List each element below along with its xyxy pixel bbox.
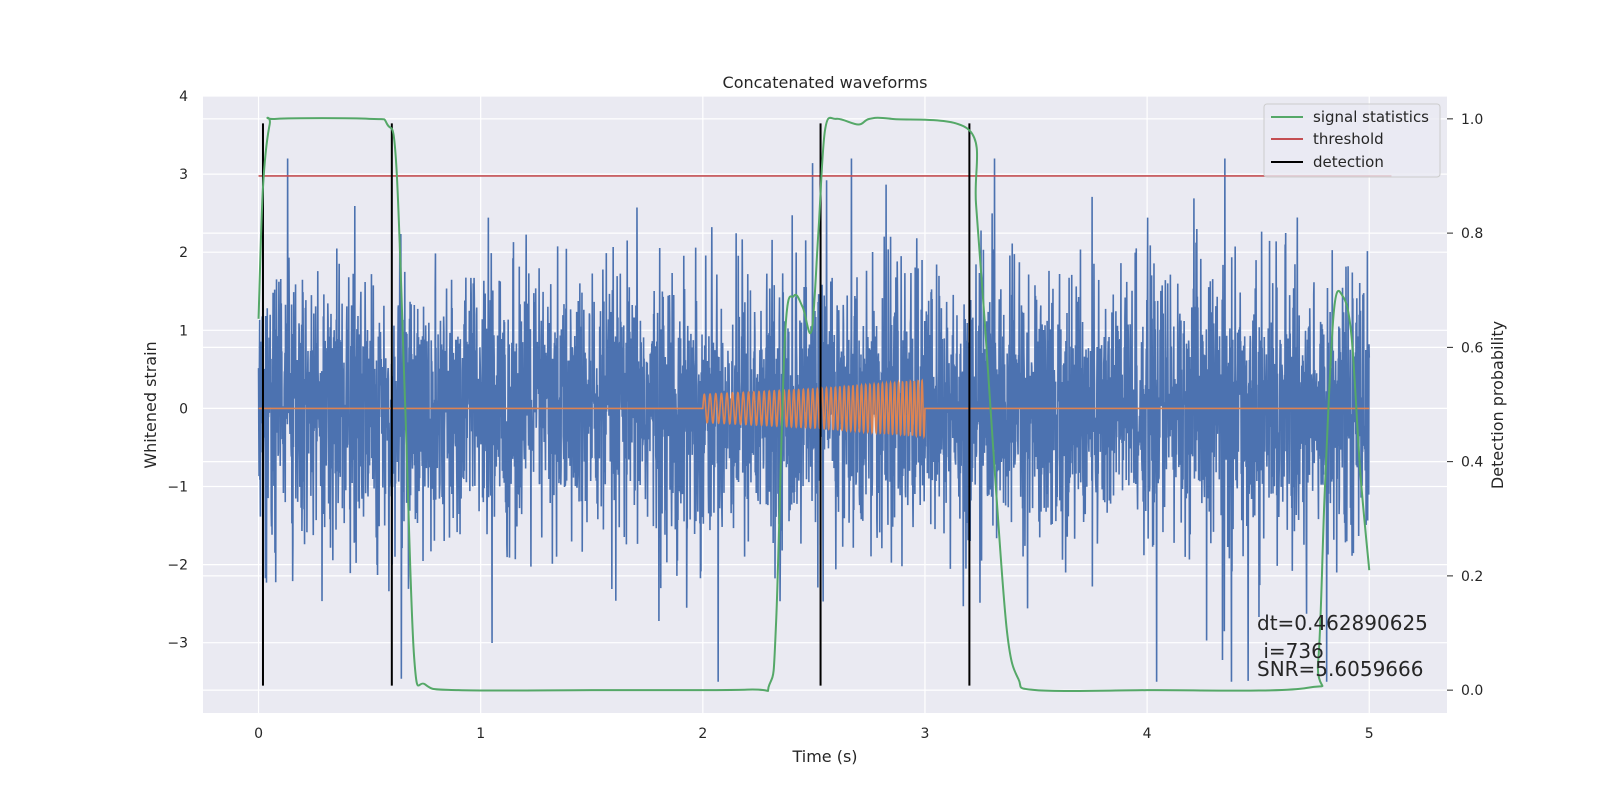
- y-tick-label-right-0: 0.0: [1461, 683, 1483, 699]
- legend-box: [1263, 103, 1441, 178]
- chirp-line: [258, 378, 1370, 440]
- legend-label-detection: detection: [1313, 153, 1384, 171]
- y-tick-label-left-0: −3: [167, 636, 188, 652]
- x-tick-label-3: 3: [921, 726, 930, 742]
- y-tick-label-right-4: 0.8: [1461, 226, 1483, 242]
- chart-title: Concatenated waveforms: [723, 73, 928, 92]
- injected-signal-series: [258, 378, 1370, 440]
- y-tick-label-right-3: 0.6: [1461, 340, 1483, 356]
- signal-statistics-series: [257, 116, 1371, 693]
- y-tick-label-left-1: −2: [167, 558, 188, 574]
- y-tick-label-left-3: 0: [179, 401, 188, 417]
- annotation-dt: dt=0.462890625: [1257, 611, 1428, 635]
- legend: signal statistics threshold detection: [1263, 103, 1441, 178]
- x-tick-label-2: 2: [698, 726, 707, 742]
- ticks: 0 1 2 3 4 5 −3 −2 −1 0 1 2 3 4 0.0 0.2 0.4 0.6 0.8 1.0: [167, 89, 1483, 742]
- x-tick-label-0: 0: [254, 726, 263, 742]
- x-tick-label-4: 4: [1143, 726, 1152, 742]
- x-tick-label-1: 1: [476, 726, 485, 742]
- y-tick-label-left-6: 3: [179, 167, 188, 183]
- y-axis-label-left: Whitened strain: [141, 341, 160, 468]
- signal-statistics-line: [257, 116, 1371, 693]
- y-axis-label-right: Detection probability: [1488, 321, 1507, 489]
- y-tick-label-left-4: 1: [179, 323, 188, 339]
- annotation-i: i=736: [1257, 639, 1324, 663]
- legend-label-threshold: threshold: [1313, 130, 1384, 148]
- detection-series: [261, 123, 971, 686]
- y-tick-label-left-5: 2: [179, 245, 188, 261]
- legend-label-signal-statistics: signal statistics: [1313, 108, 1429, 126]
- annotation-snr: SNR=5.6059666: [1257, 657, 1423, 681]
- x-axis-label: Time (s): [791, 747, 857, 766]
- y-tick-label-right-2: 0.4: [1461, 455, 1483, 471]
- y-tick-label-left-7: 4: [179, 89, 188, 105]
- y-tick-label-left-2: −1: [167, 480, 188, 496]
- y-tick-label-right-5: 1.0: [1461, 112, 1483, 128]
- y-tick-label-right-1: 0.2: [1461, 569, 1483, 585]
- x-tick-label-5: 5: [1365, 726, 1374, 742]
